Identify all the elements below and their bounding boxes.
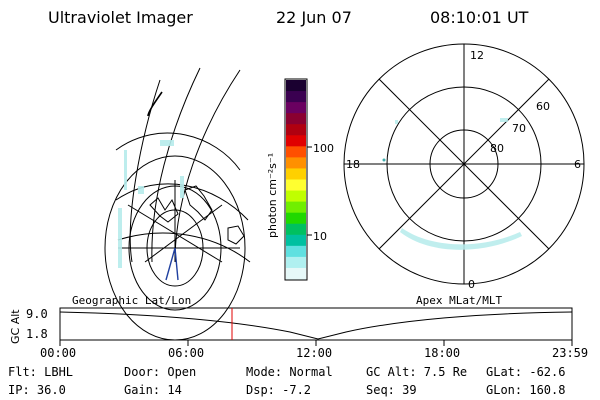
ip-field: IP: 36.0	[8, 383, 66, 397]
glon-field: GLon: 160.8	[486, 383, 566, 397]
lat-label-60: 60	[536, 100, 550, 113]
colorbar-swatch	[286, 157, 306, 169]
x-tick-1200: 12:00	[296, 346, 333, 360]
altitude-timeline	[59, 307, 573, 346]
y-tick-1-8: 1.8	[26, 327, 48, 341]
colorbar-swatch	[286, 190, 306, 203]
filter-field: Flt: LBHL	[8, 365, 74, 379]
mlt-label-12: 12	[470, 49, 484, 62]
colorbar-swatch	[286, 102, 306, 114]
time-label: 08:10:01 UT	[430, 8, 529, 27]
mlt-label-6: 6	[574, 158, 581, 171]
altitude-curve	[59, 311, 573, 340]
gain-field: Gain: 14	[124, 383, 182, 397]
lat-label-80: 80	[490, 142, 504, 155]
colorbar-swatch	[286, 267, 306, 280]
colorbar-swatch	[286, 124, 306, 136]
colorbar-swatch	[286, 146, 306, 158]
colorbar-swatch	[286, 179, 306, 192]
mlt-label-18: 18	[346, 158, 360, 171]
date-label: 22 Jun 07	[276, 8, 352, 27]
apex-mlat-mlt-label: Apex MLat/MLT	[416, 294, 503, 307]
timeline-axis-title: GC Alt	[9, 309, 22, 344]
colorbar-units-label: photon cm⁻²s⁻¹	[266, 153, 279, 238]
mode-field: Mode: Normal	[246, 365, 333, 379]
instrument-title: Ultraviolet Imager	[48, 8, 193, 27]
colorbar	[286, 80, 306, 280]
x-tick-0000: 00:00	[40, 346, 77, 360]
door-field: Door: Open	[124, 365, 197, 379]
colorbar-frame	[284, 78, 308, 281]
colorbar-swatch	[286, 245, 306, 258]
y-tick-9-0: 9.0	[26, 307, 48, 321]
colorbar-swatch	[286, 113, 306, 125]
colorbar-swatch	[286, 135, 306, 147]
mlt-label-0: 0	[468, 278, 475, 291]
colorbar-swatch	[286, 212, 306, 225]
x-tick-1800: 18:00	[424, 346, 461, 360]
x-tick-2359: 23:59	[552, 346, 589, 360]
colorbar-swatch	[286, 80, 306, 92]
polar-plot	[343, 43, 585, 285]
colorbar-swatch	[286, 256, 306, 269]
colorbar-swatch	[286, 168, 306, 180]
seq-field: Seq: 39	[366, 383, 417, 397]
colorbar-swatch	[286, 91, 306, 103]
colorbar-tick-label: 10	[313, 230, 327, 243]
dsp-field: Dsp: -7.2	[246, 383, 312, 397]
lat-label-70: 70	[512, 122, 526, 135]
x-tick-0600: 06:00	[168, 346, 205, 360]
colorbar-tick-label: 100	[313, 142, 334, 155]
colorbar-swatch	[286, 234, 306, 247]
glat-field: GLat: -62.6	[486, 365, 566, 379]
colorbar-swatch	[286, 201, 306, 214]
geographic-lat-lon-label: Geographic Lat/Lon	[72, 294, 192, 307]
colorbar-swatch	[286, 223, 306, 236]
gc-alt-field: GC Alt: 7.5 Re	[366, 365, 468, 379]
